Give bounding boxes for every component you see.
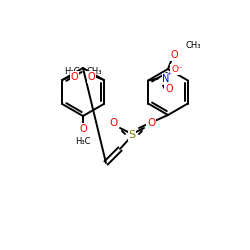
Text: N: N bbox=[162, 74, 170, 84]
Text: O: O bbox=[147, 118, 155, 128]
Text: H₃C: H₃C bbox=[75, 136, 91, 145]
Text: O: O bbox=[165, 84, 173, 94]
Text: H₃C: H₃C bbox=[64, 66, 80, 76]
Text: O⁻: O⁻ bbox=[171, 65, 183, 74]
Text: CH₃: CH₃ bbox=[86, 66, 102, 76]
Text: O: O bbox=[109, 118, 117, 128]
Text: +: + bbox=[166, 71, 172, 76]
Text: O: O bbox=[88, 72, 96, 82]
Text: O: O bbox=[170, 50, 178, 60]
Text: CH₃: CH₃ bbox=[186, 42, 202, 50]
Text: O: O bbox=[79, 124, 87, 134]
Text: S: S bbox=[128, 130, 136, 140]
Text: O: O bbox=[70, 72, 78, 82]
